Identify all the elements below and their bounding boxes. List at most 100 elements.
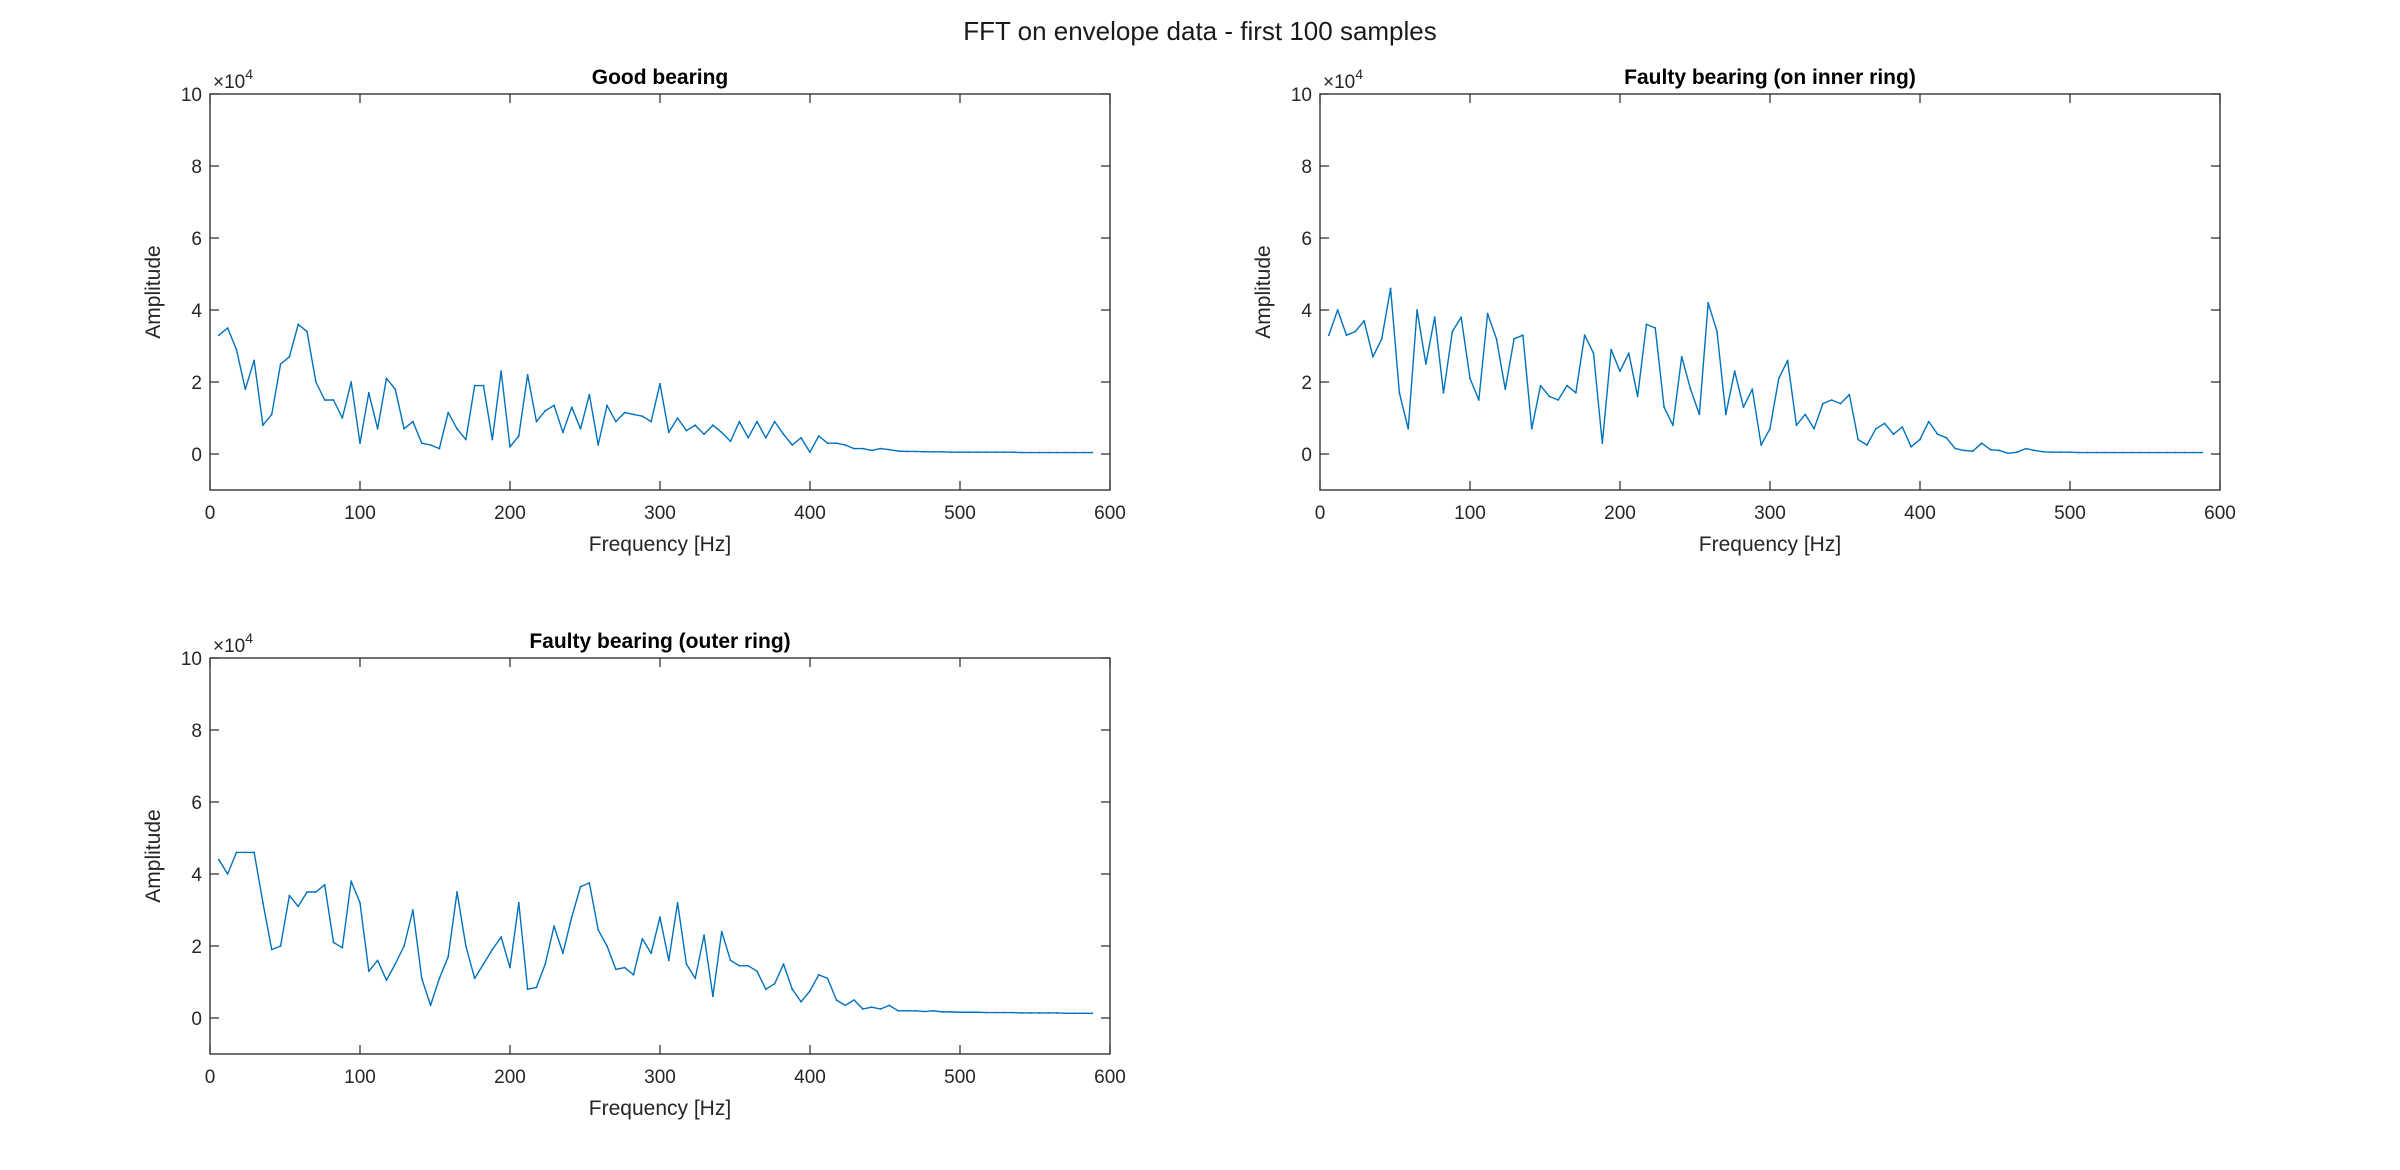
data-point <box>235 348 238 351</box>
data-point <box>659 916 661 919</box>
data-point <box>314 891 317 893</box>
data-point <box>632 413 635 416</box>
x-tick-label: 100 <box>1454 503 1486 524</box>
data-point <box>720 431 723 434</box>
data-point <box>782 963 785 965</box>
data-point <box>1927 420 1930 423</box>
data-point <box>491 438 494 441</box>
x-tick-label: 0 <box>205 503 216 524</box>
data-point <box>1980 442 1983 445</box>
data-point <box>1848 393 1851 396</box>
data-point <box>1733 370 1736 373</box>
data-point <box>2130 451 2133 454</box>
data-point <box>270 948 273 951</box>
data-point <box>1654 327 1657 329</box>
y-tick-label: 4 <box>1301 301 1312 322</box>
y-exponent-base: ×10 <box>213 636 245 657</box>
data-point <box>579 885 582 888</box>
y-axis-label: Amplitude <box>142 245 165 338</box>
data-point <box>394 963 397 965</box>
data-point <box>1073 1012 1076 1015</box>
data-point <box>1354 330 1357 333</box>
data-point <box>676 417 679 419</box>
data-point <box>906 450 908 453</box>
data-point <box>844 444 847 446</box>
data-point <box>967 1011 970 1014</box>
data-point <box>1769 427 1771 430</box>
x-tick-label: 300 <box>644 1067 676 1088</box>
data-point <box>1345 334 1348 337</box>
data-point <box>606 404 608 407</box>
data-point <box>711 995 714 998</box>
data-point <box>1003 1011 1005 1014</box>
data-point <box>262 901 264 904</box>
data-point <box>403 945 405 947</box>
data-point <box>297 323 300 326</box>
data-point <box>1011 451 1014 454</box>
data-point <box>809 451 811 454</box>
data-point <box>1082 1012 1085 1015</box>
data-point <box>1945 436 1948 439</box>
y-tick-label: 2 <box>1301 373 1312 394</box>
subplot-title: Faulty bearing (outer ring) <box>529 630 790 653</box>
data-point <box>1020 1012 1023 1014</box>
data-point <box>1663 406 1665 409</box>
data-point <box>544 409 547 412</box>
data-point <box>1839 402 1842 405</box>
x-tick-label: 0 <box>205 1067 216 1088</box>
data-point <box>800 436 802 439</box>
data-point <box>350 880 353 883</box>
data-point <box>1469 377 1471 380</box>
data-point <box>932 1009 935 1012</box>
data-point <box>2016 451 2018 454</box>
data-point <box>2157 451 2160 454</box>
series-line <box>1328 287 2203 454</box>
data-point <box>314 381 317 383</box>
data-point <box>809 990 811 992</box>
data-point <box>817 973 820 976</box>
data-point <box>729 440 732 443</box>
data-point <box>509 445 511 448</box>
data-point <box>685 429 688 432</box>
data-point <box>1003 451 1005 454</box>
series-line <box>218 323 1093 454</box>
data-point <box>914 450 917 453</box>
data-point <box>1716 330 1718 333</box>
data-point <box>1777 377 1780 380</box>
data-point <box>2183 451 2186 454</box>
data-point <box>959 1011 961 1014</box>
data-point <box>641 415 644 418</box>
data-point <box>1989 448 1992 451</box>
data-point <box>517 901 520 904</box>
data-point <box>1892 433 1895 436</box>
data-point <box>262 424 264 427</box>
data-point <box>1883 422 1886 425</box>
data-point <box>403 427 405 430</box>
data-point <box>2174 451 2177 454</box>
data-point <box>420 977 423 980</box>
data-point <box>1724 413 1727 416</box>
data-point <box>1619 370 1621 373</box>
data-point <box>1389 287 1392 290</box>
data-point <box>1821 402 1824 405</box>
data-point <box>1610 348 1613 351</box>
data-point <box>2086 451 2089 454</box>
data-point <box>1416 309 1418 311</box>
data-point <box>897 450 900 453</box>
data-point <box>588 882 591 884</box>
data-point <box>994 451 997 454</box>
x-axis-label: Frequency [Hz] <box>589 1097 731 1120</box>
data-point <box>1627 352 1630 355</box>
data-point <box>1047 451 1050 454</box>
data-point <box>1592 352 1595 355</box>
x-tick-label: 600 <box>1094 503 1126 524</box>
data-point <box>614 968 617 971</box>
data-point <box>226 873 229 875</box>
subplot-title: Good bearing <box>592 66 729 89</box>
data-point <box>412 420 414 423</box>
data-point <box>2042 450 2045 453</box>
x-tick-label: 400 <box>794 503 826 524</box>
data-point <box>1073 451 1076 454</box>
